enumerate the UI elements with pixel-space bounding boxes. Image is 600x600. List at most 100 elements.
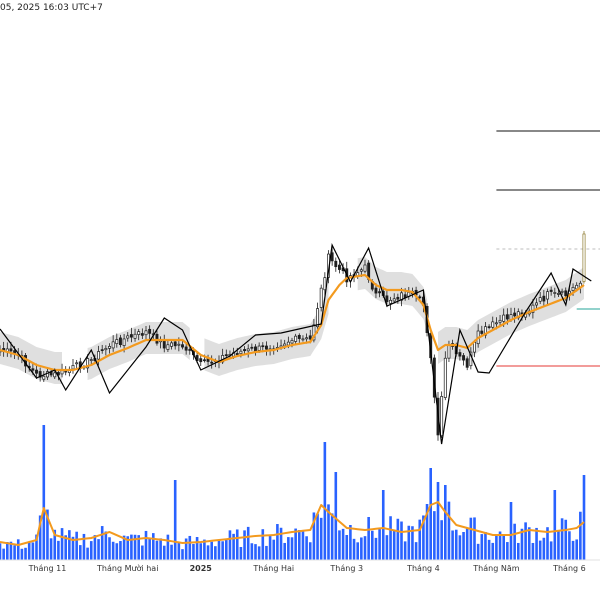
volume-bar-157: [571, 540, 575, 560]
volume-bar-32: [115, 543, 119, 560]
candle-body-38: [137, 331, 141, 335]
volume-bar-31: [111, 541, 115, 560]
volume-bar-103: [374, 537, 378, 560]
time-axis: Tháng 11 Tháng Mười hai 2025 Tháng Hai Tháng…: [28, 563, 586, 573]
volume-bar-66: [239, 547, 243, 560]
volume-bar-78: [283, 542, 286, 560]
candle-body-46: [166, 344, 170, 350]
volume-ma-line: [0, 501, 585, 546]
volume-bar-9: [31, 542, 35, 560]
candle-body-39: [140, 333, 144, 336]
volume-bar-139: [506, 542, 509, 560]
volume-bar-14: [49, 538, 53, 560]
volume-bar-28: [100, 526, 104, 560]
volume-bar-152: [553, 490, 557, 560]
volume-bar-96: [349, 525, 352, 560]
volume-bar-160: [582, 475, 586, 560]
candle-body-49: [177, 343, 181, 346]
volume-bar-108: [392, 530, 396, 560]
candle-body-89: [323, 277, 327, 291]
x-tick-label-5: Tháng 4: [406, 564, 440, 573]
volume-bar-67: [243, 530, 246, 560]
x-tick-label-7: Tháng 6: [552, 564, 586, 573]
volume-bar-33: [119, 541, 122, 560]
volume-bar-153: [557, 531, 560, 560]
volume-bar-146: [531, 542, 535, 560]
volume-bar-7: [24, 547, 27, 560]
volume-bar-39: [141, 545, 144, 560]
volume-bar-54: [195, 537, 199, 560]
candle-body-80: [290, 340, 294, 344]
candle-body-48: [173, 341, 177, 347]
candle-body-151: [549, 289, 553, 292]
volume-layer: [0, 425, 586, 560]
volume-bar-101: [367, 516, 370, 560]
candle-body-135: [491, 321, 495, 328]
candle-body-18: [64, 370, 68, 373]
candle-body-58: [210, 361, 214, 364]
volume-bar-0: [0, 543, 2, 560]
candle-body-87: [316, 308, 320, 328]
candle-body-67: [243, 349, 246, 352]
x-tick-label-3: Tháng Hai: [252, 564, 294, 573]
volume-bar-37: [133, 534, 137, 560]
candle-body-73: [265, 345, 268, 350]
volume-bar-75: [272, 539, 276, 560]
candle-body-52: [188, 349, 192, 351]
zigzag-line: [0, 242, 592, 445]
volume-bar-29: [104, 531, 108, 560]
moving-average-layer: [0, 273, 585, 372]
volume-bar-150: [546, 527, 549, 560]
volume-bar-133: [484, 531, 487, 560]
candle-body-132: [480, 330, 484, 334]
volume-bar-124: [451, 530, 454, 560]
volume-bar-30: [108, 537, 111, 560]
volume-bar-129: [469, 517, 473, 560]
candle-body-25: [89, 359, 93, 361]
candle-body-88: [319, 287, 323, 308]
volume-bar-112: [407, 525, 411, 560]
volume-bar-91: [330, 513, 334, 560]
candle-body-109: [396, 296, 400, 300]
volume-bar-149: [542, 537, 546, 560]
volume-bar-116: [422, 515, 425, 560]
volume-bar-154: [560, 518, 564, 560]
band-segment-2: [204, 282, 329, 376]
volume-bar-70: [254, 544, 257, 560]
volume-bar-127: [462, 531, 465, 560]
volume-bar-159: [579, 511, 582, 560]
volume-bar-25: [89, 541, 93, 560]
volume-bar-4: [13, 545, 16, 560]
volume-bar-40: [144, 530, 148, 560]
x-tick-label-1: Tháng Mười hai: [96, 563, 158, 573]
candle-body-69: [250, 346, 254, 349]
candle-body-51: [184, 346, 188, 351]
volume-bar-147: [535, 527, 538, 560]
moving-average-line: [0, 273, 585, 372]
volume-bar-69: [250, 543, 254, 560]
volume-bar-64: [232, 533, 235, 560]
volume-bar-36: [130, 534, 133, 560]
volume-bar-92: [334, 472, 338, 560]
volume-bar-21: [75, 531, 78, 560]
candle-body-108: [392, 298, 396, 302]
candle-body-137: [498, 319, 502, 323]
volume-bar-19: [68, 530, 71, 560]
candle-body-136: [494, 322, 498, 325]
volume-bar-117: [425, 503, 429, 560]
volume-bar-130: [473, 517, 476, 560]
volume-bar-90: [327, 504, 330, 560]
x-tick-label-6: Tháng Năm: [472, 564, 519, 573]
volume-bar-18: [64, 535, 67, 560]
candle-body-3: [9, 348, 13, 352]
candle-body-31: [111, 341, 115, 349]
candle-body-115: [418, 296, 422, 299]
x-tick-label-0: Tháng 11: [28, 564, 67, 573]
candle-body-32: [115, 339, 119, 344]
volume-bar-111: [403, 541, 407, 560]
volume-bar-113: [411, 526, 414, 560]
volume-bar-16: [57, 540, 60, 560]
volume-bar-156: [568, 531, 571, 560]
volume-bar-122: [444, 485, 447, 560]
